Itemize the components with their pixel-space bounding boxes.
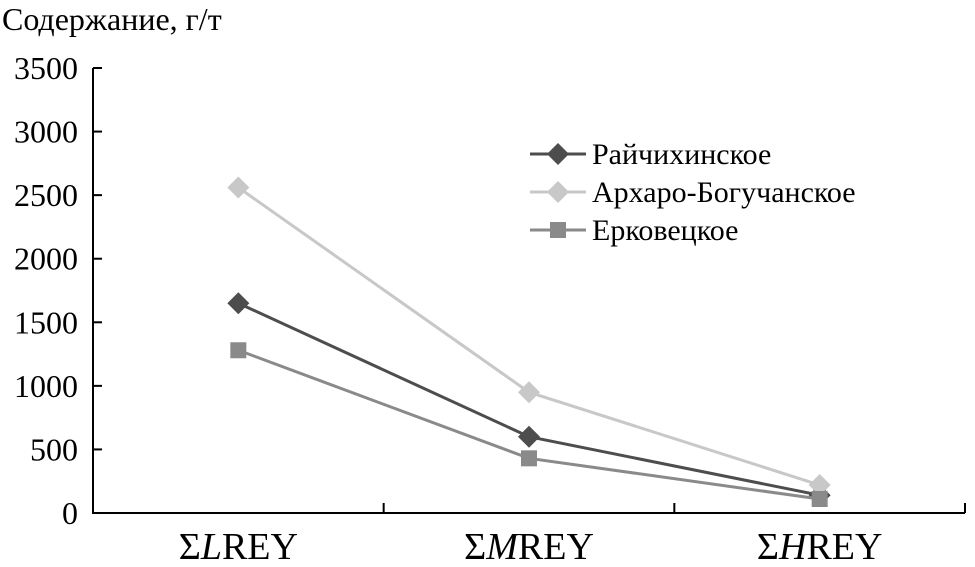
series-2	[227, 176, 831, 497]
legend-item: Архаро-Богучанское	[530, 176, 856, 209]
data-point	[227, 292, 250, 315]
y-tick-label: 3000	[14, 114, 78, 150]
series-3	[230, 342, 828, 508]
data-point	[518, 425, 540, 448]
legend-item: Ерковецкое	[530, 214, 738, 247]
data-point	[518, 381, 540, 404]
legend-label: Архаро-Богучанское	[592, 176, 856, 209]
data-point	[227, 176, 250, 199]
legend-marker	[547, 181, 569, 203]
y-tick-label: 2000	[14, 241, 78, 277]
legend-label: Райчихинское	[592, 138, 771, 171]
y-tick-label: 3500	[14, 50, 78, 86]
legend-marker	[547, 143, 569, 165]
x-tick-label: ΣLREY	[179, 526, 298, 567]
data-point	[230, 342, 247, 359]
data-point	[521, 450, 537, 467]
legend: Райчихинское Архаро-Богучанское Ерковецкое	[530, 138, 856, 247]
y-tick-label: 0	[62, 495, 78, 531]
series-layer	[227, 176, 831, 508]
y-tick-label: 1500	[14, 304, 78, 340]
y-axis-ticks: 0 500 1000 1500 2000 2500 3000 3500	[14, 50, 102, 531]
data-point	[811, 491, 828, 508]
x-tick-label: ΣMREY	[464, 526, 594, 567]
legend-label: Ерковецкое	[592, 214, 738, 247]
x-tick-label: ΣHREY	[757, 526, 883, 567]
y-tick-label: 2500	[14, 177, 78, 213]
data-point	[808, 474, 831, 497]
legend-item: Райчихинское	[530, 138, 771, 171]
y-tick-label: 1000	[14, 368, 78, 404]
y-tick-label: 500	[30, 431, 78, 467]
y-axis-title: Содержание, г/т	[2, 1, 222, 37]
x-axis-ticks: ΣLREY ΣMREY ΣHREY	[179, 503, 966, 567]
legend-marker	[550, 222, 566, 238]
